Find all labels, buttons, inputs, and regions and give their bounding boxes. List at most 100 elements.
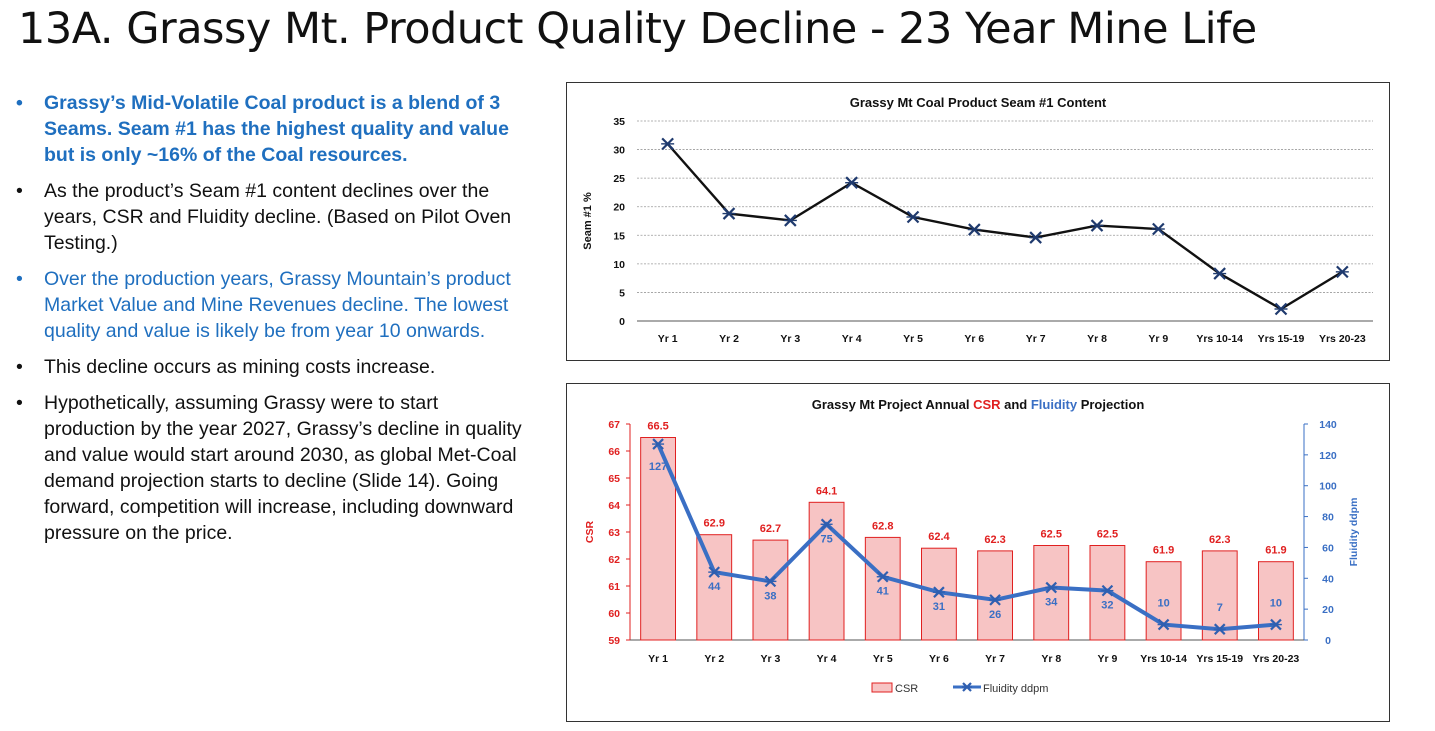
x-tick-label: Yr 3 bbox=[760, 653, 780, 665]
chart-title: Grassy Mt Project Annual CSR and Fluidit… bbox=[812, 397, 1145, 412]
right-tick-label: 0 bbox=[1325, 635, 1331, 647]
seam-data-point bbox=[1335, 265, 1349, 279]
left-tick-label: 64 bbox=[608, 500, 620, 512]
right-tick-label: 60 bbox=[1322, 542, 1334, 554]
csr-data-label: 62.5 bbox=[1097, 529, 1118, 541]
x-tick-label: Yrs 10-14 bbox=[1140, 653, 1187, 665]
chart-title-part: Grassy Mt Project Annual bbox=[812, 397, 973, 412]
fluidity-data-point bbox=[932, 586, 945, 598]
right-tick-label: 100 bbox=[1319, 481, 1337, 493]
x-tick-label: Yrs 15-19 bbox=[1258, 333, 1305, 345]
left-axis-label: CSR bbox=[584, 520, 596, 543]
right-tick-label: 80 bbox=[1322, 512, 1334, 524]
fluidity-data-label: 41 bbox=[877, 586, 889, 598]
x-tick-label: Yr 5 bbox=[873, 653, 893, 665]
legend-csr-swatch bbox=[871, 682, 893, 693]
x-tick-label: Yr 6 bbox=[929, 653, 949, 665]
fluidity-data-label: 31 bbox=[933, 601, 945, 613]
x-tick-label: Yr 4 bbox=[817, 653, 837, 665]
csr-bar bbox=[1033, 545, 1070, 641]
fluidity-data-label: 75 bbox=[820, 533, 832, 545]
csr-bar bbox=[864, 536, 901, 641]
csr-data-label: 62.9 bbox=[704, 518, 725, 530]
chart-title-part: Projection bbox=[1077, 397, 1144, 412]
fluidity-data-point bbox=[989, 594, 1002, 606]
bullet-list: Grassy’s Mid-Volatile Coal product is a … bbox=[14, 90, 524, 556]
left-tick-label: 61 bbox=[608, 581, 620, 593]
fluidity-data-point bbox=[764, 575, 777, 588]
right-tick-label: 40 bbox=[1322, 573, 1334, 585]
legend-csr-label: CSR bbox=[895, 683, 918, 695]
seam-data-point bbox=[722, 207, 736, 220]
seam-data-point bbox=[1029, 231, 1043, 244]
fluidity-data-label: 26 bbox=[989, 609, 1001, 621]
csr-fluidity-chart: Grassy Mt Project Annual CSR and Fluidit… bbox=[566, 383, 1390, 722]
x-tick-label: Yrs 15-19 bbox=[1196, 653, 1243, 665]
fluidity-data-label: 7 bbox=[1217, 602, 1223, 614]
x-tick-label: Yr 2 bbox=[704, 653, 724, 665]
csr-bar bbox=[696, 534, 733, 641]
legend-fluidity-marker bbox=[962, 682, 972, 692]
seam-data-point bbox=[1213, 267, 1227, 280]
x-tick-label: Yr 3 bbox=[780, 333, 800, 345]
csr-data-label: 64.1 bbox=[816, 485, 837, 497]
legend-fluidity-label: Fluidity ddpm bbox=[983, 683, 1048, 695]
seam-data-point bbox=[1274, 302, 1288, 316]
left-tick-label: 60 bbox=[608, 608, 620, 620]
fluidity-data-label: 32 bbox=[1101, 600, 1113, 612]
fluidity-data-label: 10 bbox=[1157, 598, 1169, 610]
left-tick-label: 63 bbox=[608, 527, 620, 539]
y-tick-label: 0 bbox=[619, 316, 625, 328]
left-tick-label: 59 bbox=[608, 635, 620, 647]
csr-bar bbox=[752, 539, 789, 641]
fluidity-data-label: 38 bbox=[764, 590, 776, 602]
fluidity-data-point bbox=[1269, 618, 1282, 631]
fluidity-data-point bbox=[1045, 581, 1058, 594]
csr-data-label: 62.8 bbox=[872, 520, 893, 532]
chart-title-part: CSR bbox=[973, 397, 1001, 412]
csr-data-label: 62.5 bbox=[1041, 529, 1062, 541]
fluidity-data-label: 34 bbox=[1045, 597, 1058, 609]
seam-data-point bbox=[845, 176, 859, 189]
y-tick-label: 25 bbox=[613, 173, 625, 185]
csr-data-label: 61.9 bbox=[1265, 545, 1286, 557]
y-axis-label: Seam #1 % bbox=[582, 192, 594, 250]
fluidity-data-point bbox=[652, 438, 665, 450]
x-tick-label: Yr 9 bbox=[1148, 333, 1168, 345]
bullet-item-3: Over the production years, Grassy Mounta… bbox=[14, 266, 524, 344]
fluidity-data-point bbox=[1213, 623, 1226, 635]
csr-data-label: 62.7 bbox=[760, 523, 781, 535]
x-tick-label: Yr 8 bbox=[1041, 653, 1061, 665]
bullet-item-2: As the product’s Seam #1 content decline… bbox=[14, 178, 524, 256]
bullet-item-4: This decline occurs as mining costs incr… bbox=[14, 354, 524, 380]
seam-content-svg: Grassy Mt Coal Product Seam #1 Content 0 5… bbox=[582, 95, 1373, 345]
right-axis-label: Fluidity ddpm bbox=[1348, 498, 1360, 567]
seam-data-point bbox=[1151, 222, 1165, 236]
fluidity-data-label: 127 bbox=[649, 461, 667, 473]
x-tick-label: Yr 2 bbox=[719, 333, 739, 345]
bullet-item-1: Grassy’s Mid-Volatile Coal product is a … bbox=[14, 90, 524, 168]
x-tick-label: Yrs 20-23 bbox=[1253, 653, 1300, 665]
csr-data-label: 66.5 bbox=[647, 421, 668, 433]
y-tick-label: 10 bbox=[613, 259, 625, 271]
fluidity-data-label: 10 bbox=[1270, 598, 1282, 610]
right-tick-label: 20 bbox=[1322, 604, 1334, 616]
seam-series-line bbox=[666, 143, 1343, 311]
x-tick-label: Yr 7 bbox=[985, 653, 1005, 665]
bullet-item-5: Hypothetically, assuming Grassy were to … bbox=[14, 390, 524, 546]
fluidity-data-point bbox=[708, 566, 721, 578]
x-tick-label: Yrs 10-14 bbox=[1196, 333, 1243, 345]
seam-data-point bbox=[906, 210, 920, 224]
csr-data-label: 62.3 bbox=[984, 534, 1005, 546]
seam-data-point bbox=[783, 214, 797, 227]
seam-content-chart: Grassy Mt Coal Product Seam #1 Content 0 5… bbox=[566, 82, 1390, 361]
x-tick-label: Yr 1 bbox=[648, 653, 668, 665]
left-tick-label: 62 bbox=[608, 554, 620, 566]
csr-bar bbox=[1201, 550, 1238, 641]
csr-fluidity-svg: Grassy Mt Project Annual CSR and Fluidit… bbox=[584, 397, 1360, 695]
left-tick-label: 65 bbox=[608, 473, 620, 485]
csr-data-label: 61.9 bbox=[1153, 545, 1174, 557]
csr-data-label: 62.4 bbox=[928, 531, 950, 543]
y-tick-label: 35 bbox=[613, 116, 625, 128]
x-tick-label: Yr 8 bbox=[1087, 333, 1107, 345]
